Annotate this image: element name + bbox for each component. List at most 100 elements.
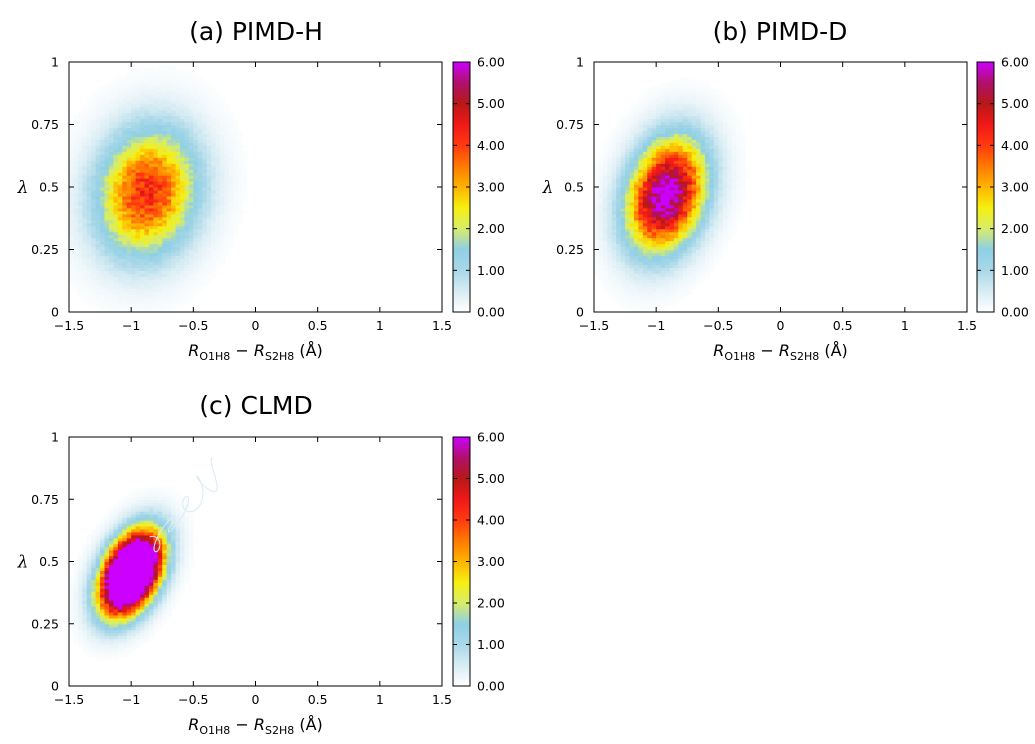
heatmap-cell [718, 133, 724, 138]
heatmap-cell [91, 91, 97, 96]
heatmap-cell [647, 106, 653, 111]
heatmap-cell [117, 109, 123, 114]
heatmap-cell [122, 291, 128, 295]
heatmap-cell [228, 192, 234, 197]
heatmap-cell [82, 246, 88, 251]
heatmap-cell [642, 300, 648, 304]
heatmap-cell [718, 121, 724, 126]
heatmap-cell [638, 192, 644, 197]
heatmap-cell [228, 157, 234, 161]
heatmap-cell [82, 240, 88, 245]
heatmap-cell [620, 216, 626, 221]
heatmap-cell [148, 258, 154, 263]
heatmap-cell [642, 249, 648, 254]
heatmap-cell [95, 106, 101, 111]
heatmap-cell [171, 67, 177, 72]
heatmap-cell [77, 204, 83, 209]
heatmap-cell [691, 252, 697, 257]
heatmap-cell [647, 94, 653, 99]
heatmap-cell [180, 127, 186, 132]
heatmap-cell [135, 70, 141, 75]
heatmap-cell [144, 124, 150, 129]
heatmap-cell [122, 184, 128, 188]
heatmap-cells [594, 76, 751, 313]
heatmap-cell [633, 210, 639, 215]
heatmap-cell [629, 231, 635, 236]
heatmap-cell [629, 136, 635, 140]
heatmap-cell [718, 204, 724, 209]
heatmap-cell [95, 303, 101, 307]
heatmap-cell [713, 154, 719, 158]
heatmap-cell [660, 222, 666, 227]
heatmap-cell [709, 195, 715, 200]
heatmap-cell [611, 285, 617, 289]
heatmap-cell [625, 255, 631, 260]
heatmap-cell [100, 175, 106, 179]
heatmap-cell [144, 187, 150, 191]
heatmap-cell [660, 166, 666, 170]
heatmap-cell [625, 124, 631, 129]
heatmap-cell [162, 157, 168, 161]
heatmap-cell [184, 160, 190, 164]
heatmap-cell [131, 184, 137, 188]
heatmap-cell [122, 175, 128, 179]
heatmap-cell [188, 109, 194, 114]
heatmap-cell [82, 294, 88, 298]
heatmap-cell [197, 207, 203, 212]
heatmap-cell [91, 184, 97, 188]
heatmap-cell [616, 210, 622, 215]
heatmap-cell [629, 261, 635, 265]
heatmap-cell [100, 178, 106, 182]
heatmap-cell [153, 291, 159, 295]
heatmap-cell [594, 160, 600, 164]
heatmap-cell [108, 181, 114, 185]
heatmap-cell [135, 246, 141, 251]
heatmap-cell [175, 249, 181, 254]
heatmap-cell [678, 198, 684, 203]
heatmap-cell [175, 291, 181, 295]
heatmap-cell [219, 243, 226, 248]
heatmap-cell [126, 306, 132, 310]
heatmap-cell [197, 213, 203, 218]
heatmap-cell [647, 219, 653, 224]
heatmap-cell [193, 133, 199, 138]
chart-title: (a) PIMD-H [189, 17, 323, 46]
heatmap-cell [197, 243, 203, 248]
heatmap-cell [611, 148, 617, 152]
heatmap-cell [135, 103, 141, 108]
heatmap-cell [100, 276, 106, 280]
heatmap-cell [687, 184, 693, 188]
heatmap-cell [175, 100, 181, 105]
heatmap-cell [144, 160, 150, 164]
heatmap-cell [607, 136, 613, 140]
heatmap-cell [224, 127, 230, 132]
heatmap-cell [193, 252, 199, 257]
heatmap-cell [211, 213, 217, 218]
heatmap-cell [100, 195, 106, 200]
heatmap-cell [696, 195, 702, 200]
heatmap-cell [620, 184, 626, 188]
heatmap-cell [625, 216, 631, 221]
heatmap-cell [202, 91, 208, 96]
heatmap-cell [104, 121, 110, 126]
heatmap-cell [162, 106, 168, 111]
heatmap-cell [117, 163, 123, 167]
heatmap-cell [206, 130, 212, 135]
heatmap-cell [91, 255, 97, 260]
heatmap-cell [108, 297, 114, 301]
heatmap-cell [131, 169, 137, 173]
heatmap-cell [188, 249, 194, 254]
heatmap-cell [117, 273, 123, 277]
heatmap-cell [166, 139, 172, 143]
heatmap-cell [82, 154, 88, 158]
heatmap-cell [651, 231, 657, 236]
heatmap-cell [206, 261, 212, 265]
heatmap-cell [642, 127, 648, 132]
heatmap-cell [638, 267, 644, 271]
heatmap-cell [153, 234, 159, 239]
heatmap-cell [77, 181, 83, 185]
heatmap-cell [647, 195, 653, 200]
heatmap-cell [122, 249, 128, 254]
heatmap-cell [188, 94, 194, 99]
heatmap-cell [184, 267, 190, 271]
